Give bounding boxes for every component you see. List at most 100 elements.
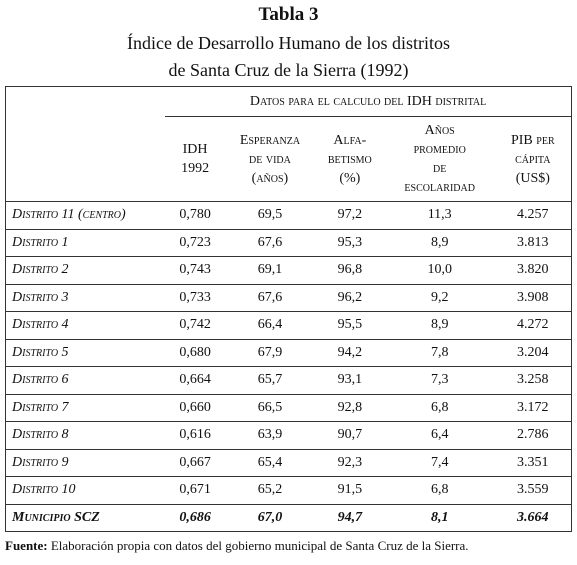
source-label: Fuente: bbox=[5, 538, 48, 553]
column-header: IDH 1992 bbox=[165, 116, 225, 202]
column-header-line: escolaridad bbox=[404, 180, 475, 195]
cell: 0,660 bbox=[165, 393, 225, 422]
empty-cell bbox=[6, 117, 166, 202]
column-header-line: promedio bbox=[413, 142, 466, 157]
table-row: Distrito 9 0,667 65,4 92,3 7,4 3.351 bbox=[5, 448, 572, 477]
table-row: Distrito 11 (centro) 0,780 69,5 97,2 11,3 4.2… bbox=[5, 201, 572, 229]
cell: 6,4 bbox=[384, 421, 495, 449]
row-label: Distrito 10 bbox=[5, 476, 166, 504]
cell: 67,9 bbox=[225, 338, 315, 367]
cell: 96,8 bbox=[314, 256, 385, 284]
row-label: Distrito 1 bbox=[5, 228, 166, 257]
row-label: Distrito 4 bbox=[5, 311, 166, 339]
table-row: Distrito 10 0,671 65,2 91,5 6,8 3.559 bbox=[5, 476, 572, 504]
cell: 0,616 bbox=[165, 421, 225, 449]
cell: 7,4 bbox=[384, 448, 495, 477]
table-row: Distrito 1 0,723 67,6 95,3 8,9 3.813 bbox=[5, 228, 572, 257]
cell: 93,1 bbox=[314, 366, 385, 394]
column-header: Años promedio de escolaridad bbox=[384, 116, 495, 202]
column-header-line: de bbox=[433, 161, 447, 176]
row-label: Distrito 9 bbox=[5, 448, 166, 477]
cell: 94,7 bbox=[314, 503, 385, 532]
row-label: Distrito 2 bbox=[5, 256, 166, 284]
row-label: Distrito 11 (centro) bbox=[5, 201, 166, 229]
table-body: Datos para el calculo del IDH distrital … bbox=[5, 86, 572, 532]
empty-cell bbox=[6, 87, 166, 117]
cell: 65,4 bbox=[225, 448, 315, 477]
cell: 67,6 bbox=[225, 228, 315, 257]
cell: 95,3 bbox=[314, 228, 385, 257]
cell: 3.820 bbox=[494, 256, 572, 284]
cell: 97,2 bbox=[314, 201, 385, 229]
column-header-line: (%) bbox=[339, 170, 361, 186]
cell: 66,4 bbox=[225, 311, 315, 339]
column-header-line: Esperanza bbox=[239, 132, 301, 148]
group-header: Datos para el calculo del IDH distrital bbox=[165, 86, 572, 117]
cell: 96,2 bbox=[314, 283, 385, 312]
row-label: Distrito 6 bbox=[5, 366, 166, 394]
column-header: Esperanza de vida (años) bbox=[225, 116, 315, 202]
cell: 3.813 bbox=[494, 228, 572, 257]
group-header-row: Datos para el calculo del IDH distrital bbox=[6, 86, 572, 117]
cell: 3.172 bbox=[494, 393, 572, 422]
cell: 3.351 bbox=[494, 448, 572, 477]
table-row: Distrito 6 0,664 65,7 93,1 7,3 3.258 bbox=[5, 366, 572, 394]
column-header-line: Alfa- bbox=[333, 132, 367, 148]
table-row: Distrito 3 0,733 67,6 96,2 9,2 3.908 bbox=[5, 283, 572, 312]
column-header-line: cápita bbox=[515, 151, 551, 167]
source-text: Elaboración propia con datos del gobiern… bbox=[50, 538, 469, 553]
cell: 7,3 bbox=[384, 366, 495, 394]
column-header-line: Años bbox=[424, 123, 455, 138]
subtitle: Índice de Desarrollo Humano de los distr… bbox=[127, 33, 450, 53]
row-label: Distrito 5 bbox=[5, 338, 166, 367]
table-row: Distrito 8 0,616 63,9 90,7 6,4 2.786 bbox=[5, 421, 572, 449]
column-header: Alfa-betismo (%) bbox=[314, 116, 385, 202]
column-header-line: 1992 bbox=[181, 161, 210, 176]
cell: 3.559 bbox=[494, 476, 572, 504]
table-row: Distrito 2 0,743 69,1 96,8 10,0 3.820 bbox=[5, 256, 572, 284]
cell: 95,5 bbox=[314, 311, 385, 339]
cell: 0,667 bbox=[165, 448, 225, 477]
cell: 65,7 bbox=[225, 366, 315, 394]
cell: 0,664 bbox=[165, 366, 225, 394]
cell: 67,6 bbox=[225, 283, 315, 312]
cell: 0,780 bbox=[165, 201, 225, 229]
row-label: Distrito 7 bbox=[5, 393, 166, 422]
subtitle: de Santa Cruz de la Sierra (1992) bbox=[168, 60, 409, 80]
cell: 8,9 bbox=[384, 228, 495, 257]
cell: 3.258 bbox=[494, 366, 572, 394]
cell: 7,8 bbox=[384, 338, 495, 367]
column-header-line: betismo bbox=[327, 151, 372, 167]
cell: 69,5 bbox=[225, 201, 315, 229]
cell: 11,3 bbox=[384, 201, 495, 229]
table-row: Distrito 7 0,660 66,5 92,8 6,8 3.172 bbox=[5, 393, 572, 422]
column-header-line: (US$) bbox=[515, 170, 550, 186]
cell: 6,8 bbox=[384, 476, 495, 504]
cell: 67,0 bbox=[225, 503, 315, 532]
cell: 0,680 bbox=[165, 338, 225, 367]
cell: 0,743 bbox=[165, 256, 225, 284]
cell: 8,9 bbox=[384, 311, 495, 339]
row-label: Distrito 3 bbox=[5, 283, 166, 312]
cell: 4.257 bbox=[494, 201, 572, 229]
cell: 3.664 bbox=[494, 503, 572, 532]
column-header: PIB per cápita (US$) bbox=[494, 116, 572, 202]
cell: 8,1 bbox=[384, 503, 495, 532]
total-row: Municipio SCZ 0,686 67,0 94,7 8,1 3.664 bbox=[5, 503, 572, 532]
cell: 6,8 bbox=[384, 393, 495, 422]
cell: 0,742 bbox=[165, 311, 225, 339]
cell: 0,733 bbox=[165, 283, 225, 312]
cell: 65,2 bbox=[225, 476, 315, 504]
column-header-line: PIB per bbox=[510, 132, 555, 148]
cell: 2.786 bbox=[494, 421, 572, 449]
cell: 9,2 bbox=[384, 283, 495, 312]
cell: 0,723 bbox=[165, 228, 225, 257]
cell: 66,5 bbox=[225, 393, 315, 422]
cell: 63,9 bbox=[225, 421, 315, 449]
title: Tabla 3 bbox=[258, 4, 319, 25]
cell: 10,0 bbox=[384, 256, 495, 284]
table-row: Distrito 5 0,680 67,9 94,2 7,8 3.204 bbox=[5, 338, 572, 367]
cell: 92,8 bbox=[314, 393, 385, 422]
column-header-row: IDH 1992 Esperanza de vida (años) Alfa-betism… bbox=[6, 116, 572, 202]
